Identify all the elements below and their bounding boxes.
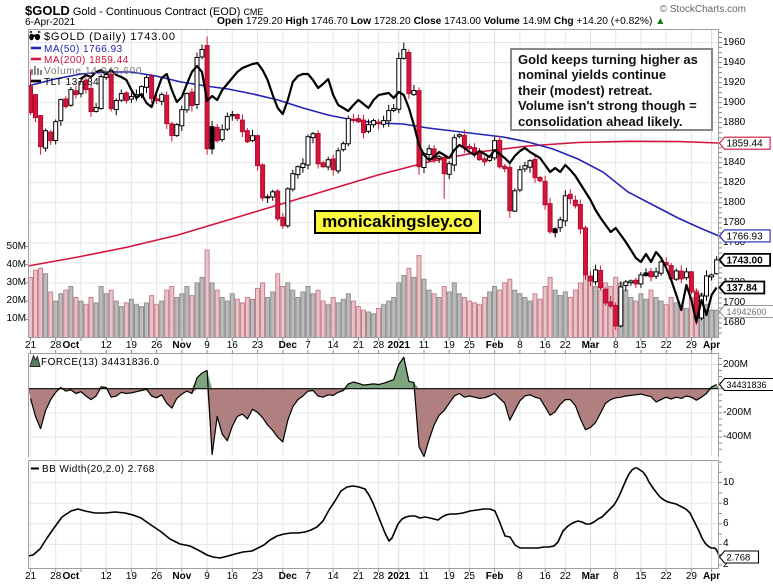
svg-text:137.84: 137.84	[727, 283, 758, 294]
svg-text:1859.44: 1859.44	[727, 139, 764, 150]
svg-text:1766.93: 1766.93	[727, 231, 764, 242]
svg-text:1743.00: 1743.00	[727, 255, 764, 266]
svg-text:14942600: 14942600	[727, 307, 767, 317]
svg-text:34431836: 34431836	[727, 380, 767, 390]
svg-text:2.768: 2.768	[727, 553, 751, 564]
